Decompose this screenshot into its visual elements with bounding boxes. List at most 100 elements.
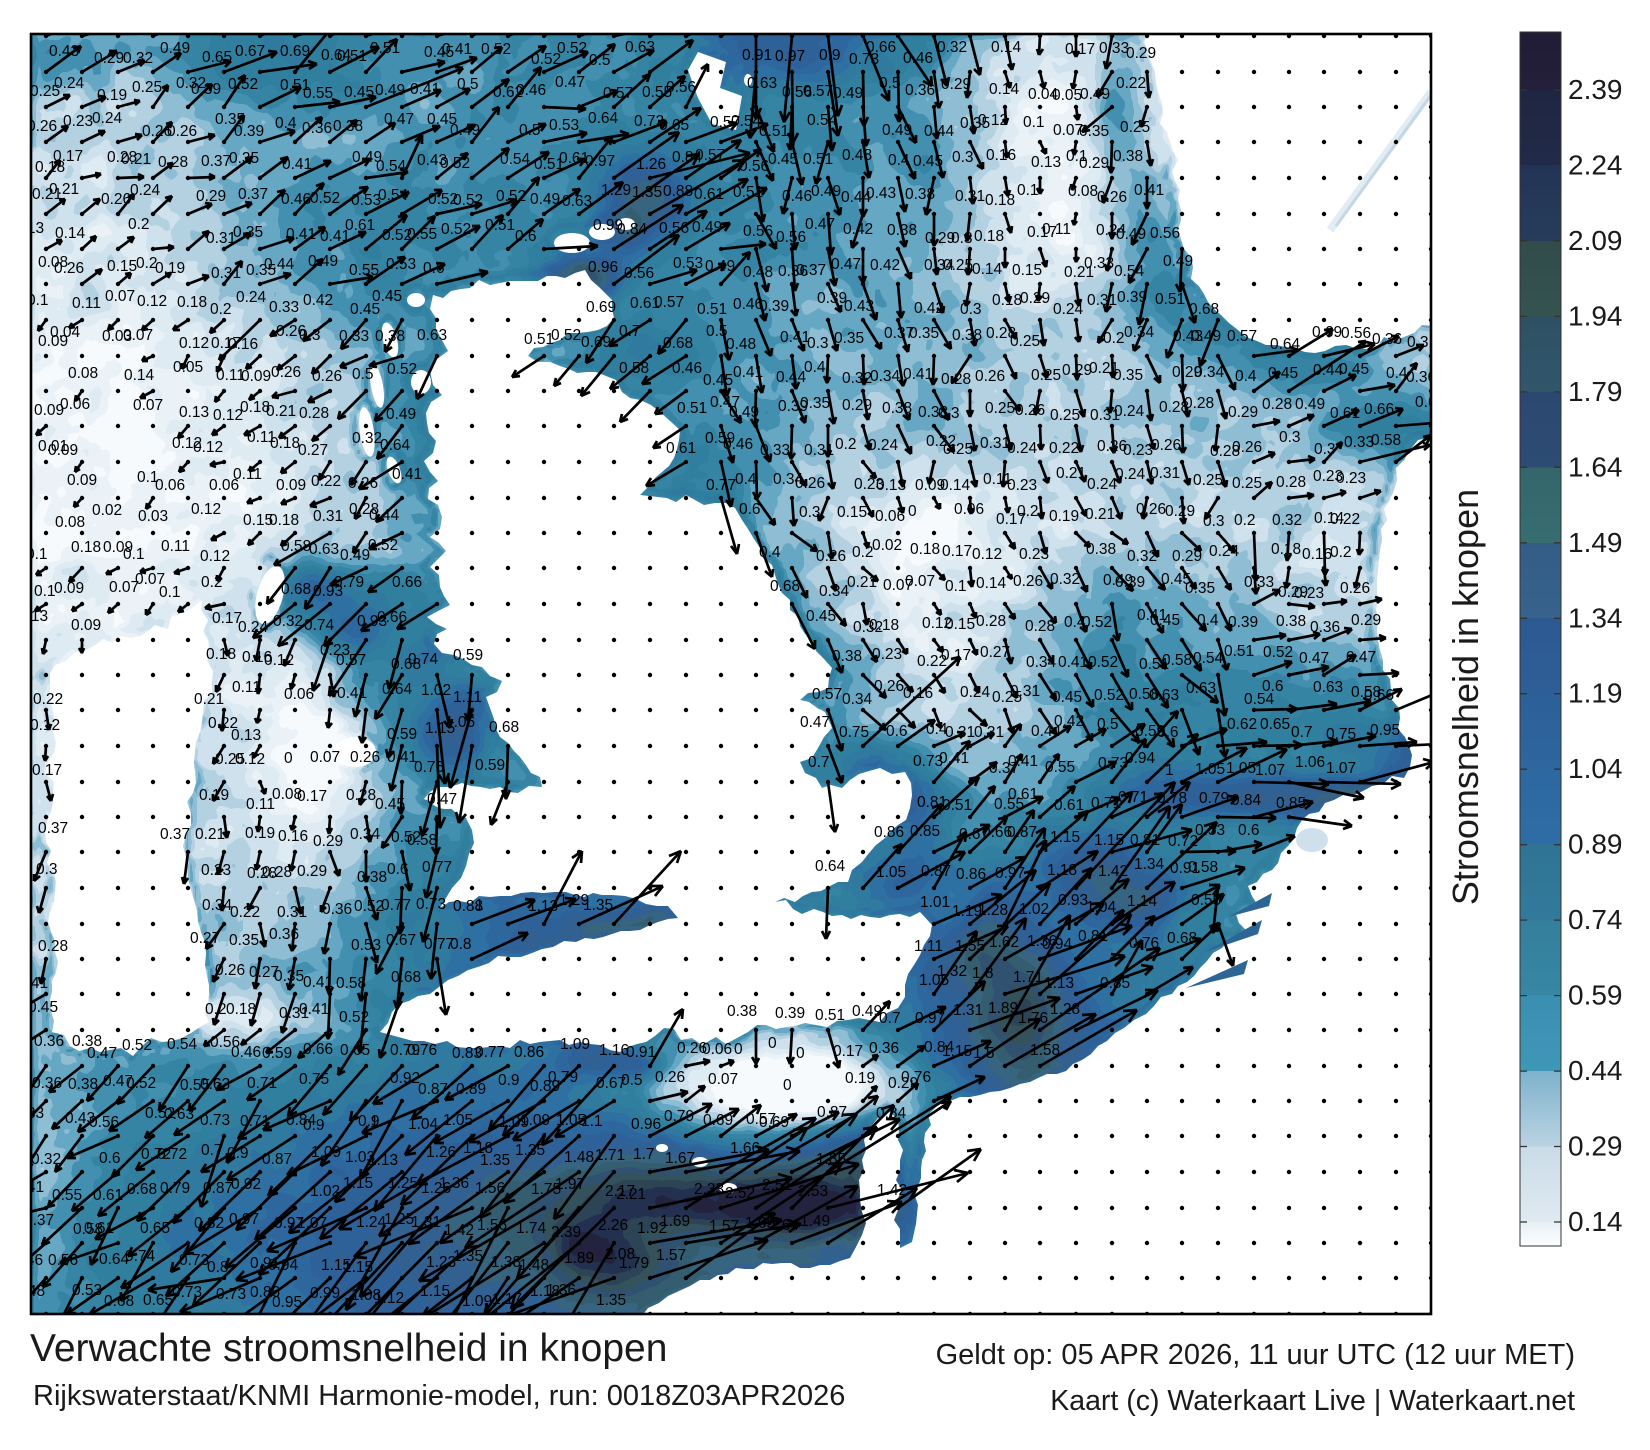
svg-text:0.3: 0.3 (1279, 429, 1301, 446)
svg-text:0.4: 0.4 (1064, 614, 1086, 631)
svg-text:0.47: 0.47 (1299, 650, 1329, 667)
svg-text:0.53: 0.53 (386, 256, 416, 273)
svg-text:0.3: 0.3 (807, 335, 829, 352)
svg-text:0.51: 0.51 (1224, 643, 1254, 660)
svg-text:0.52: 0.52 (551, 327, 581, 344)
svg-text:0.05: 0.05 (1052, 87, 1082, 104)
svg-text:0.18: 0.18 (177, 294, 207, 311)
svg-text:0.12: 0.12 (264, 652, 294, 669)
svg-text:0.36: 0.36 (869, 1040, 899, 1057)
svg-text:0.74: 0.74 (304, 617, 335, 634)
svg-text:0.52: 0.52 (531, 51, 561, 68)
svg-text:0.17: 0.17 (211, 335, 241, 352)
svg-text:1.15: 1.15 (1094, 832, 1124, 849)
svg-text:2.39: 2.39 (551, 1224, 581, 1241)
svg-text:0.77: 0.77 (422, 859, 452, 876)
svg-text:0.69: 0.69 (1312, 324, 1342, 341)
svg-text:0.3: 0.3 (36, 861, 58, 878)
svg-text:1.35: 1.35 (632, 184, 662, 201)
svg-text:0.31: 0.31 (206, 230, 236, 247)
svg-text:0.81: 0.81 (1130, 832, 1160, 849)
svg-text:0.52: 0.52 (228, 76, 258, 93)
svg-text:0.38: 0.38 (375, 328, 405, 345)
svg-text:0.8: 0.8 (450, 936, 472, 953)
svg-text:0.4: 0.4 (735, 471, 757, 488)
svg-text:0.21: 0.21 (49, 181, 79, 198)
svg-text:0.36: 0.36 (1406, 369, 1436, 386)
svg-text:0.41: 0.41 (1008, 753, 1038, 770)
svg-text:0.38: 0.38 (1086, 541, 1116, 558)
svg-text:0.61: 0.61 (93, 1187, 123, 1204)
svg-text:0.19: 0.19 (245, 825, 275, 842)
svg-text:0.7: 0.7 (879, 1010, 901, 1027)
svg-text:0.52: 0.52 (453, 192, 483, 209)
svg-text:1.31: 1.31 (411, 1214, 441, 1231)
svg-text:0.79: 0.79 (548, 1069, 578, 1086)
svg-text:0.25: 0.25 (132, 79, 162, 96)
svg-text:0.07: 0.07 (135, 571, 165, 588)
svg-text:0.49: 0.49 (308, 253, 338, 270)
svg-text:0.61: 0.61 (84, 1220, 114, 1237)
svg-text:1.09: 1.09 (520, 1112, 550, 1129)
svg-text:0.4: 0.4 (759, 544, 781, 561)
svg-text:0.11: 0.11 (232, 679, 261, 696)
svg-text:0.44: 0.44 (776, 369, 807, 386)
svg-text:0.02: 0.02 (92, 502, 122, 519)
svg-text:0.88: 0.88 (453, 898, 483, 915)
svg-text:0.46: 0.46 (13, 1252, 43, 1269)
svg-text:0.41: 0.41 (1137, 607, 1167, 624)
svg-text:0.85: 0.85 (910, 823, 940, 840)
svg-text:0.26: 0.26 (101, 191, 131, 208)
svg-text:0.34: 0.34 (773, 471, 804, 488)
svg-text:0.72: 0.72 (141, 1146, 171, 1163)
svg-text:0.17: 0.17 (32, 762, 62, 779)
svg-text:0.77: 0.77 (475, 1044, 505, 1061)
svg-text:1.09: 1.09 (311, 1144, 341, 1161)
svg-text:0.38: 0.38 (72, 1033, 102, 1050)
svg-text:0.84: 0.84 (876, 1105, 907, 1122)
svg-text:1.38: 1.38 (491, 1254, 521, 1271)
svg-text:0.09: 0.09 (71, 617, 101, 634)
svg-text:0.52: 0.52 (391, 829, 421, 846)
svg-text:0.32: 0.32 (176, 75, 206, 92)
svg-text:0.79: 0.79 (390, 1042, 420, 1059)
svg-text:0.23: 0.23 (63, 113, 93, 130)
svg-text:0.61: 0.61 (630, 295, 660, 312)
svg-text:0.53: 0.53 (72, 1282, 102, 1299)
svg-text:0.1: 0.1 (159, 584, 181, 601)
svg-text:0.57: 0.57 (695, 147, 725, 164)
svg-text:0.72: 0.72 (1168, 833, 1198, 850)
svg-text:0.31: 0.31 (313, 508, 343, 525)
svg-text:1.07: 1.07 (1326, 760, 1356, 777)
svg-text:0.93: 0.93 (1058, 892, 1088, 909)
svg-text:0.11: 0.11 (247, 429, 276, 446)
svg-text:0.45: 0.45 (344, 84, 374, 101)
svg-text:2.24: 2.24 (1568, 150, 1623, 181)
svg-text:0.51: 0.51 (280, 77, 310, 94)
svg-text:0.13: 0.13 (14, 220, 44, 237)
svg-text:0.2: 0.2 (1234, 512, 1256, 529)
svg-text:0.56: 0.56 (624, 265, 654, 282)
svg-text:0.44: 0.44 (841, 189, 872, 206)
svg-text:0.22: 0.22 (1116, 75, 1146, 92)
svg-text:0.33: 0.33 (269, 299, 299, 316)
svg-text:1.15: 1.15 (343, 1259, 373, 1276)
svg-text:0.07: 0.07 (133, 397, 163, 414)
svg-text:0.38: 0.38 (357, 869, 387, 886)
svg-text:0.17: 0.17 (941, 647, 971, 664)
svg-text:0.29: 0.29 (1020, 290, 1050, 307)
svg-text:0.52: 0.52 (339, 1009, 369, 1026)
svg-text:1.89: 1.89 (564, 1250, 594, 1267)
svg-text:0.29: 0.29 (94, 50, 124, 67)
svg-text:0.53: 0.53 (351, 192, 381, 209)
svg-text:0.41: 0.41 (303, 974, 333, 991)
svg-text:0.07: 0.07 (310, 749, 340, 766)
svg-text:0.08: 0.08 (55, 514, 85, 531)
svg-text:1.15: 1.15 (425, 720, 455, 737)
svg-text:0.45: 0.45 (427, 111, 457, 128)
svg-text:0.52: 0.52 (1094, 687, 1124, 704)
svg-text:0.21: 0.21 (1085, 506, 1115, 523)
svg-text:2.08: 2.08 (605, 1246, 635, 1263)
svg-text:0.31: 0.31 (980, 435, 1010, 452)
svg-text:0.13: 0.13 (876, 477, 906, 494)
